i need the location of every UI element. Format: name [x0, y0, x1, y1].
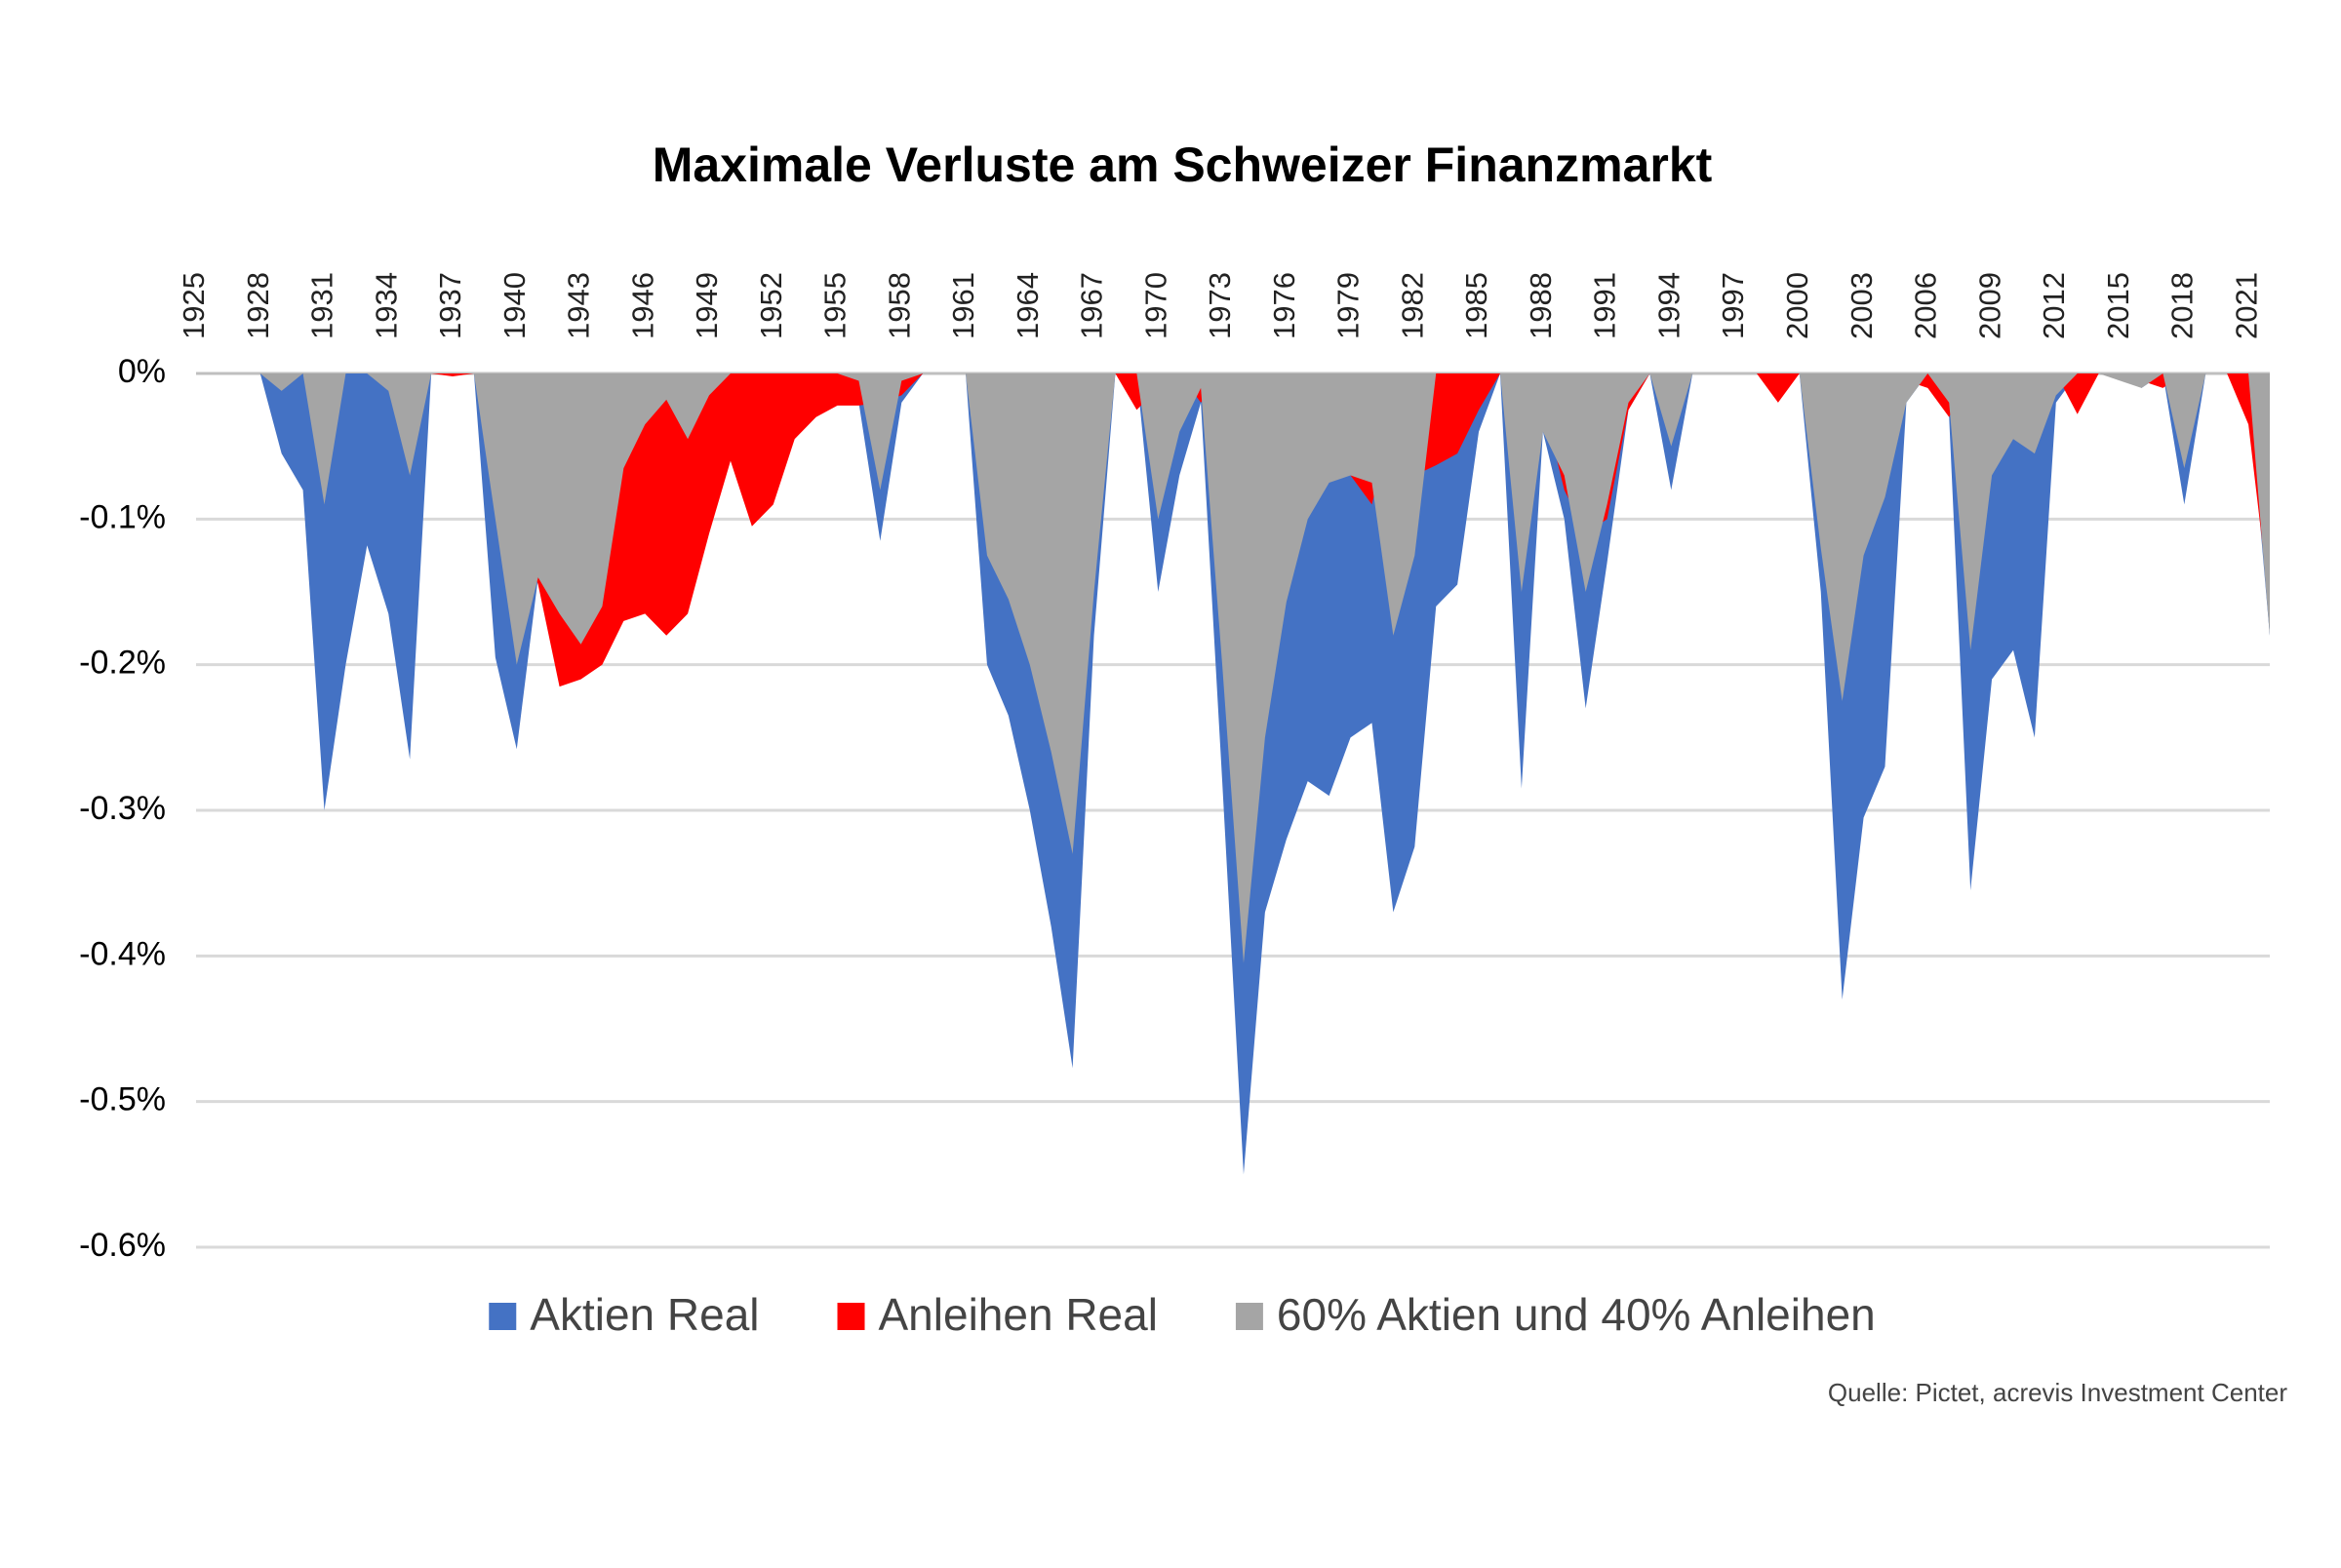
x-tick-label: 1976: [1267, 272, 1301, 339]
x-tick-label: 1967: [1075, 272, 1109, 339]
x-tick-label: 1925: [177, 272, 211, 339]
chart-title: Maximale Verluste am Schweizer Finanzmar…: [653, 137, 1713, 192]
x-tick-label: 1931: [305, 272, 339, 339]
axes: 0% -0.1% -0.2% -0.3% -0.4% -0.5% -0.6% 1925 1928…: [79, 272, 2263, 1264]
area-series: [196, 373, 2270, 687]
legend-swatch: [489, 1303, 517, 1330]
y-tick-label: -0.1%: [79, 498, 166, 535]
x-tick-label: 1946: [625, 272, 659, 339]
y-tick-label: -0.5%: [79, 1081, 166, 1118]
x-tick-label: 1982: [1395, 272, 1429, 339]
x-tick-label: 1955: [818, 272, 853, 339]
legend-label: 60% Aktien und 40% Anleihen: [1277, 1289, 1876, 1340]
x-tick-label: 1949: [690, 272, 724, 339]
x-tick-label: 2018: [2165, 272, 2200, 339]
x-tick-label: 2000: [1780, 272, 1814, 339]
area-series: [196, 373, 2270, 963]
x-tick-label: 1970: [1138, 272, 1172, 339]
x-tick-label: 2012: [2037, 272, 2071, 339]
x-tick-label: 1964: [1011, 272, 1045, 339]
y-tick-label: 0%: [118, 353, 166, 390]
x-tick-label: 1940: [497, 272, 532, 339]
x-tick-label: 1973: [1203, 272, 1237, 339]
x-tick-label: 1988: [1524, 272, 1558, 339]
y-tick-label: -0.6%: [79, 1227, 166, 1264]
x-tick-label: 1934: [369, 272, 403, 339]
legend-swatch: [837, 1303, 865, 1330]
x-tick-label: 1991: [1588, 272, 1622, 339]
y-tick-label: -0.4%: [79, 935, 166, 972]
x-tick-label: 1979: [1331, 272, 1366, 339]
x-tick-label: 2006: [1909, 272, 1943, 339]
legend: Aktien Real Anleihen Real 60% Aktien und 4…: [489, 1289, 1876, 1340]
x-tick-label: 1985: [1459, 272, 1493, 339]
legend-swatch: [1235, 1303, 1263, 1330]
x-tick-label: 1958: [882, 272, 916, 339]
x-tick-label: 2003: [1845, 272, 1879, 339]
legend-item: 60% Aktien und 40% Anleihen: [1235, 1289, 1876, 1340]
legend-label: Aktien Real: [530, 1289, 759, 1340]
x-tick-label: 2021: [2229, 272, 2263, 339]
legend-item: Anleihen Real: [837, 1289, 1158, 1340]
x-tick-label: 2015: [2101, 272, 2135, 339]
y-tick-label: -0.2%: [79, 645, 166, 682]
legend-item: Aktien Real: [489, 1289, 760, 1340]
plot-area: [196, 373, 2270, 1175]
x-tick-label: 1997: [1716, 272, 1750, 339]
x-tick-label: 1952: [754, 272, 788, 339]
legend-label: Anleihen Real: [879, 1289, 1158, 1340]
x-tick-label: 1943: [562, 272, 596, 339]
x-tick-label: 1928: [241, 272, 275, 339]
y-tick-label: -0.3%: [79, 790, 166, 827]
x-tick-label: 1961: [946, 272, 980, 339]
x-tick-label: 1937: [433, 272, 467, 339]
x-tick-label: 2009: [1972, 272, 2006, 339]
source-note: Quelle: Pictet, acrevis Investment Cente…: [1828, 1378, 2287, 1407]
x-tick-label: 1994: [1651, 272, 1686, 339]
